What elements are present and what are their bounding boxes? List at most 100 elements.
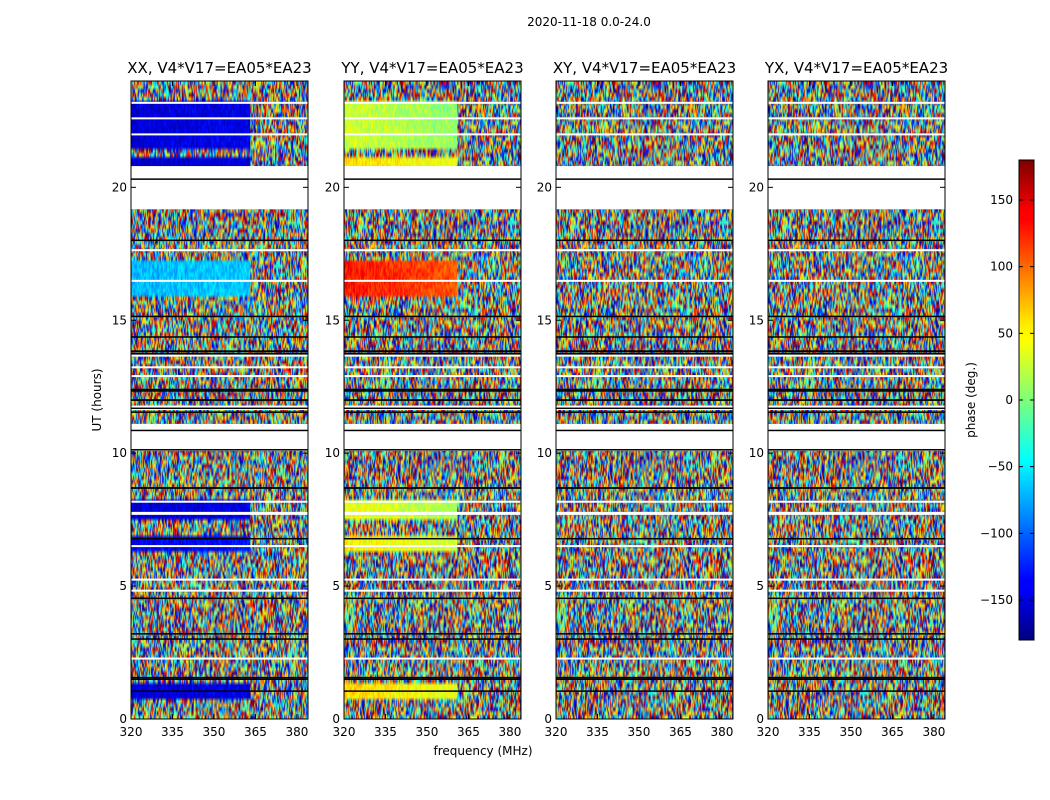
- scan-gap: [344, 405, 521, 408]
- x-axis-label: frequency (MHz): [433, 744, 532, 758]
- scan-gap: [131, 500, 308, 503]
- scan-gap: [344, 537, 521, 540]
- scan-gap: [768, 676, 945, 679]
- scan-gap: [131, 239, 308, 242]
- scan-gap: [344, 411, 521, 413]
- y-tick-label: 10: [749, 446, 764, 460]
- scan-gap: [768, 133, 945, 136]
- scan-gap: [344, 676, 521, 679]
- scan-gap: [556, 207, 733, 210]
- y-axis-label: UT (hours): [90, 368, 104, 431]
- scan-gap: [344, 449, 521, 451]
- scan-gap: [556, 388, 733, 391]
- scan-gap: [768, 207, 945, 210]
- scan-gap: [344, 336, 521, 338]
- scan-gap: [344, 589, 521, 592]
- scan-gap: [556, 676, 733, 679]
- x-tick-label: 380: [498, 725, 521, 739]
- scan-gap: [556, 399, 733, 401]
- scan-gap: [768, 407, 945, 410]
- colorbar: −150 −100 −50 0 50 100 150 phase (deg.): [964, 159, 1035, 641]
- y-tick-label: 5: [544, 579, 552, 593]
- scan-gap: [344, 178, 521, 180]
- scan-gap: [556, 638, 733, 640]
- scan-gap: [768, 249, 945, 252]
- scan-gap: [556, 589, 733, 592]
- panel-frame: [555, 80, 734, 720]
- scan-gap: [131, 117, 308, 120]
- panel-title: YX, V4*V17=EA05*EA23: [764, 59, 948, 77]
- scan-gap: [344, 511, 521, 514]
- x-tick-label: 320: [545, 725, 568, 739]
- panel-title: XX, V4*V17=EA05*EA23: [127, 59, 311, 77]
- scan-gap: [344, 239, 521, 242]
- scan-gap: [768, 638, 945, 640]
- colorbar-tick-label: 100: [990, 260, 1013, 274]
- scan-gap: [556, 429, 733, 432]
- scan-gap: [768, 178, 945, 180]
- scan-gap: [768, 657, 945, 660]
- scan-gap: [556, 178, 733, 180]
- scan-gap: [131, 537, 308, 540]
- x-tick-label: 320: [120, 725, 143, 739]
- scan-gap: [131, 678, 308, 680]
- x-tick-label: 335: [586, 725, 609, 739]
- x-tick-label: 335: [161, 725, 184, 739]
- scan-gap: [768, 597, 945, 600]
- y-tick-label: 5: [756, 579, 764, 593]
- scan-gap: [344, 206, 521, 209]
- scan-gap: [768, 279, 945, 282]
- scan-gap: [344, 638, 521, 640]
- scan-gap: [344, 678, 521, 680]
- scan-gap: [768, 537, 945, 540]
- scan-gap: [131, 375, 308, 378]
- scan-gap: [768, 405, 945, 408]
- scan-gap: [131, 336, 308, 338]
- scan-gap: [768, 353, 945, 355]
- y-tick-label: 15: [749, 313, 764, 327]
- y-tick-label: 20: [537, 180, 552, 194]
- scan-gap: [344, 657, 521, 660]
- scan-gap: [556, 411, 733, 413]
- scan-gap: [768, 411, 945, 413]
- scan-gap: [768, 500, 945, 503]
- scan-gap: [344, 407, 521, 410]
- scan-gap: [768, 429, 945, 432]
- scan-gap: [556, 537, 733, 540]
- scan-gap: [131, 597, 308, 600]
- scan-gap: [768, 578, 945, 581]
- scan-gap: [556, 353, 733, 355]
- scan-gap: [344, 500, 521, 503]
- scan-gap: [131, 206, 308, 209]
- scan-gap: [131, 411, 308, 413]
- scan-gap: [344, 249, 521, 252]
- scan-gap: [768, 408, 945, 411]
- scan-gap: [344, 578, 521, 581]
- scan-gap: [131, 315, 308, 318]
- scan-gap: [768, 336, 945, 338]
- y-tick-label: 20: [112, 180, 127, 194]
- scan-gap: [131, 205, 308, 208]
- scan-gap: [556, 279, 733, 282]
- scan-gap: [768, 315, 945, 318]
- x-tick-label: 350: [416, 725, 439, 739]
- scan-gap: [344, 545, 521, 548]
- scan-gap: [768, 511, 945, 514]
- x-tick-label: 365: [244, 725, 267, 739]
- y-tick-label: 0: [119, 712, 127, 726]
- scan-gap: [131, 405, 308, 408]
- scan-gap: [556, 597, 733, 600]
- scan-gap: [131, 638, 308, 640]
- scan-gap: [344, 207, 521, 210]
- scan-gap: [556, 249, 733, 252]
- scan-gap: [556, 545, 733, 548]
- scan-gap: [131, 133, 308, 136]
- scan-gap: [131, 207, 308, 210]
- scan-gap: [344, 388, 521, 391]
- colorbar-tick-label: 50: [998, 326, 1013, 340]
- scan-gap: [131, 390, 308, 392]
- scan-gap: [131, 449, 308, 451]
- scan-gap: [556, 366, 733, 369]
- scan-gap: [556, 350, 733, 352]
- scan-gap: [768, 633, 945, 635]
